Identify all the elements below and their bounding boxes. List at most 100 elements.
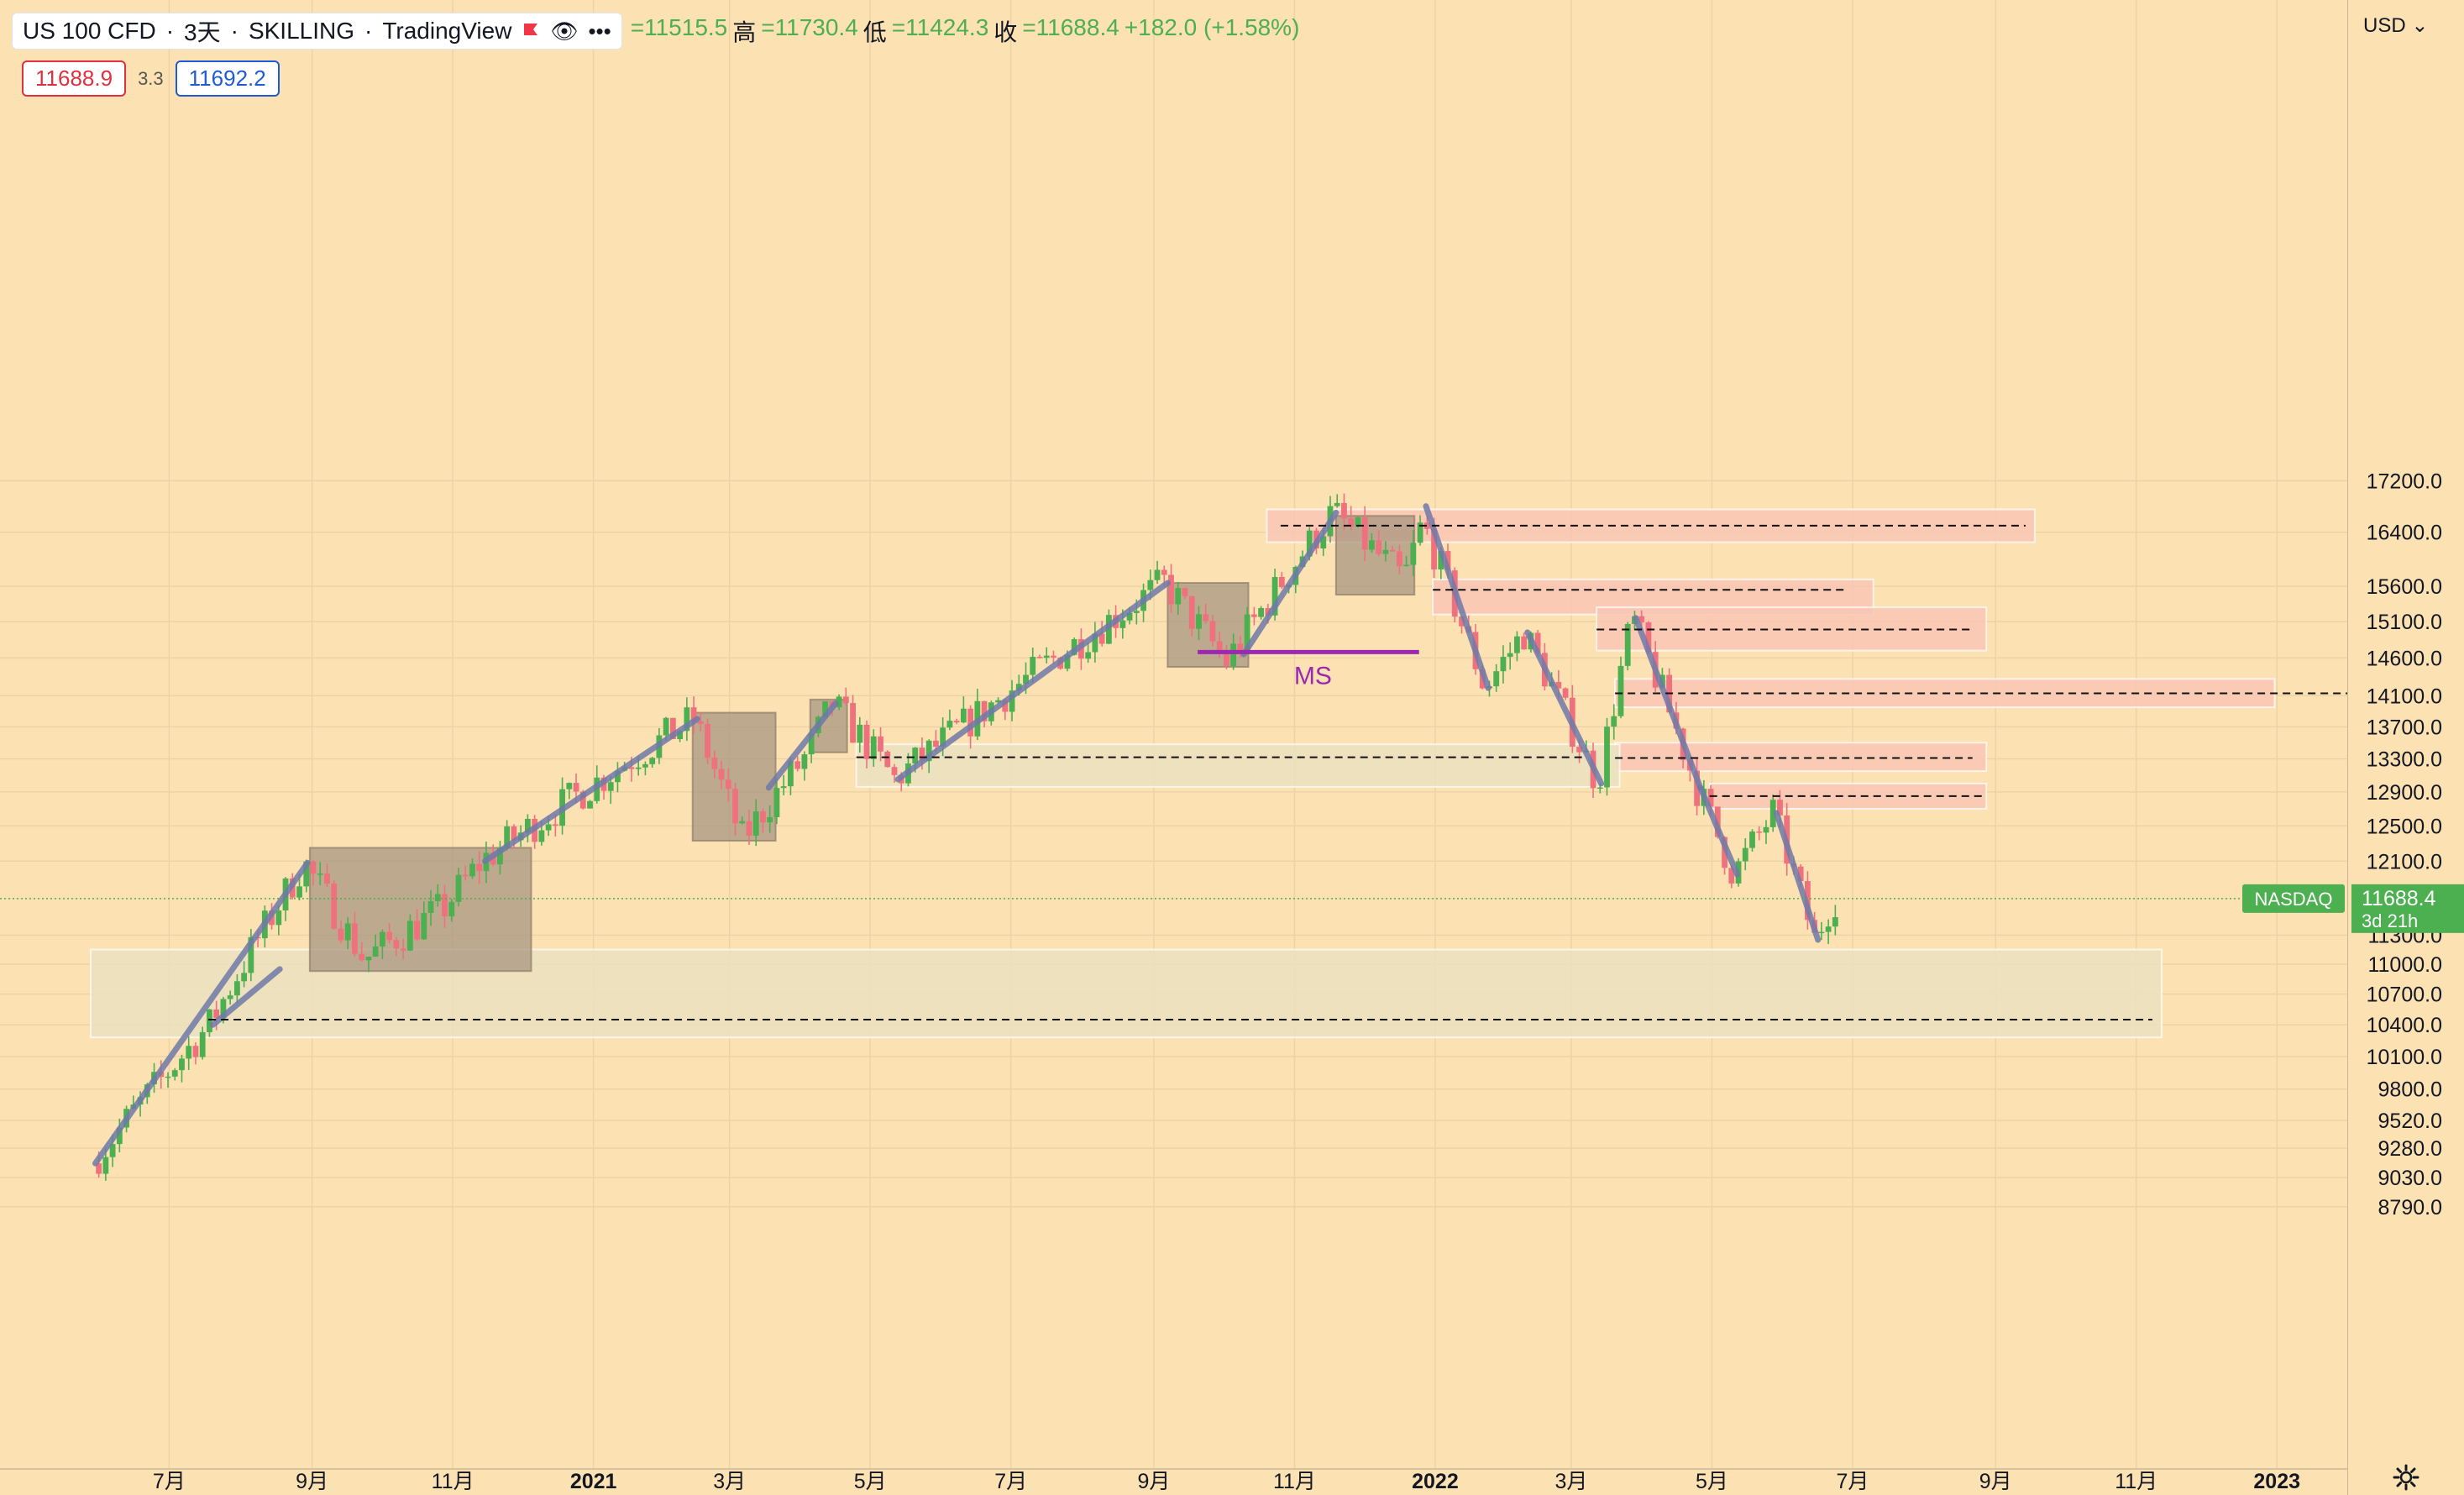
trendline-layer — [92, 503, 1822, 1167]
trend-line[interactable] — [1240, 509, 1339, 658]
candle-body — [372, 946, 379, 957]
time-tick-label: 9月 — [1137, 1470, 1170, 1493]
trend-line[interactable] — [894, 580, 1171, 783]
ohlc-readout: =11515.5 高 =11730.4 低 =11424.3 收 =11688.4 +… — [631, 14, 1300, 48]
candle-body — [504, 826, 511, 848]
candle-body — [794, 761, 801, 769]
time-tick-label: 5月 — [1696, 1470, 1728, 1493]
candle-body — [1085, 652, 1092, 659]
candle-body — [179, 1058, 185, 1071]
price-tick-label: 11000.0 — [2367, 953, 2442, 977]
candle-body — [1250, 614, 1257, 617]
candle-body — [690, 707, 697, 721]
trend-line[interactable] — [92, 859, 311, 1167]
candle-body — [925, 740, 932, 762]
trend-line[interactable] — [210, 966, 283, 1028]
candle-body — [1555, 681, 1562, 689]
candle-body — [1777, 800, 1783, 816]
ms-label: MS — [1294, 662, 1332, 690]
candle-body — [1617, 665, 1624, 716]
candle-body — [1562, 688, 1569, 698]
support-zone[interactable] — [855, 743, 1621, 788]
candle-body — [995, 700, 1001, 703]
candle-body — [1175, 588, 1182, 605]
trend-line[interactable] — [1524, 629, 1605, 787]
candle-body — [732, 789, 738, 824]
candle-body — [497, 847, 503, 865]
settings-gear-icon[interactable] — [2392, 1463, 2420, 1492]
trend-line[interactable] — [765, 700, 839, 791]
candle-body — [1015, 684, 1022, 691]
currency-selector[interactable]: USD ⌄ — [2363, 14, 2429, 37]
time-axis[interactable]: 7月 9月 11月 2021 3月 5月 7月 9月 11月 2022 3月 5月 7月 9月 11月 202… — [0, 1468, 2347, 1493]
sell-price-button[interactable]: 11688.9 — [22, 60, 127, 97]
candle-body — [663, 717, 669, 736]
time-tick-label: 7月 — [1837, 1470, 1869, 1493]
time-tick-label: 5月 — [854, 1470, 887, 1493]
price-scale-panel[interactable] — [2347, 0, 2464, 1495]
candle-body — [511, 826, 517, 841]
time-tick-label: 7月 — [153, 1470, 186, 1493]
candle-body — [863, 724, 870, 759]
trend-line[interactable] — [1697, 784, 1741, 878]
candle-body — [1133, 611, 1140, 613]
candle-body — [739, 821, 746, 824]
candle-body — [850, 703, 856, 743]
separator: · — [364, 18, 373, 44]
consolidation-box[interactable] — [308, 847, 532, 973]
candle-body — [808, 732, 815, 755]
resistance-zone[interactable] — [1614, 742, 1988, 773]
countdown-label: 3d 21h — [2362, 910, 2418, 931]
eye-icon[interactable]: 👁 — [550, 18, 579, 44]
candle-body — [1722, 837, 1727, 868]
candle-body — [1306, 530, 1313, 557]
time-tick-label: 9月 — [1979, 1470, 2012, 1493]
candle-body — [552, 824, 558, 826]
candle-body — [1230, 643, 1237, 667]
candle-body — [1043, 655, 1050, 658]
trend-line[interactable] — [1423, 503, 1492, 691]
candle-body — [1624, 623, 1631, 666]
symbol-title-box[interactable]: US 100 CFD · 3天 · SKILLING · TradingView… — [12, 13, 622, 50]
symbol-name[interactable]: US 100 CFD — [23, 18, 156, 44]
candle-body — [102, 1157, 109, 1174]
chart-grid — [0, 0, 2347, 1468]
candle-body — [773, 788, 780, 817]
candle-body — [1348, 518, 1355, 527]
time-tick-label: 9月 — [296, 1470, 328, 1493]
price-axis[interactable]: 17200.0 16400.0 15600.0 15100.0 14600.0 14100… — [2242, 469, 2464, 1220]
trend-line[interactable] — [1773, 810, 1822, 943]
candle-body — [842, 696, 849, 704]
candle-body — [207, 1009, 212, 1032]
ohlc-close-label: 收 — [993, 19, 1018, 45]
more-icon[interactable]: ••• — [588, 18, 611, 44]
time-tick-label: 2021 — [570, 1470, 617, 1493]
candle-body — [760, 811, 766, 823]
trend-line[interactable] — [1633, 615, 1704, 791]
candle-body — [587, 800, 593, 809]
candle-body — [788, 761, 794, 787]
candle-body — [857, 724, 863, 743]
candle-body — [1105, 615, 1112, 644]
price-tick-label: 13300.0 — [2367, 748, 2442, 772]
candle-body — [1638, 616, 1645, 623]
candle-body — [1361, 517, 1368, 550]
candle-body — [1196, 614, 1202, 629]
candle-body — [981, 700, 988, 721]
buy-price-button[interactable]: 11692.2 — [175, 60, 280, 97]
candle-body — [677, 731, 684, 739]
candle-body — [352, 923, 358, 954]
candle-body — [1604, 727, 1610, 788]
candle-body — [1403, 564, 1410, 567]
candle-body — [725, 779, 731, 789]
interval-label[interactable]: 3天 — [184, 19, 221, 45]
candle-body — [421, 912, 427, 940]
candle-body — [642, 763, 648, 768]
trend-line[interactable] — [482, 716, 700, 864]
consolidation-box[interactable] — [1334, 515, 1416, 596]
candle-body — [469, 863, 475, 877]
ohlc-low-label: 低 — [862, 19, 887, 45]
red-flag-icon[interactable] — [522, 22, 540, 40]
candle-body — [448, 901, 455, 917]
